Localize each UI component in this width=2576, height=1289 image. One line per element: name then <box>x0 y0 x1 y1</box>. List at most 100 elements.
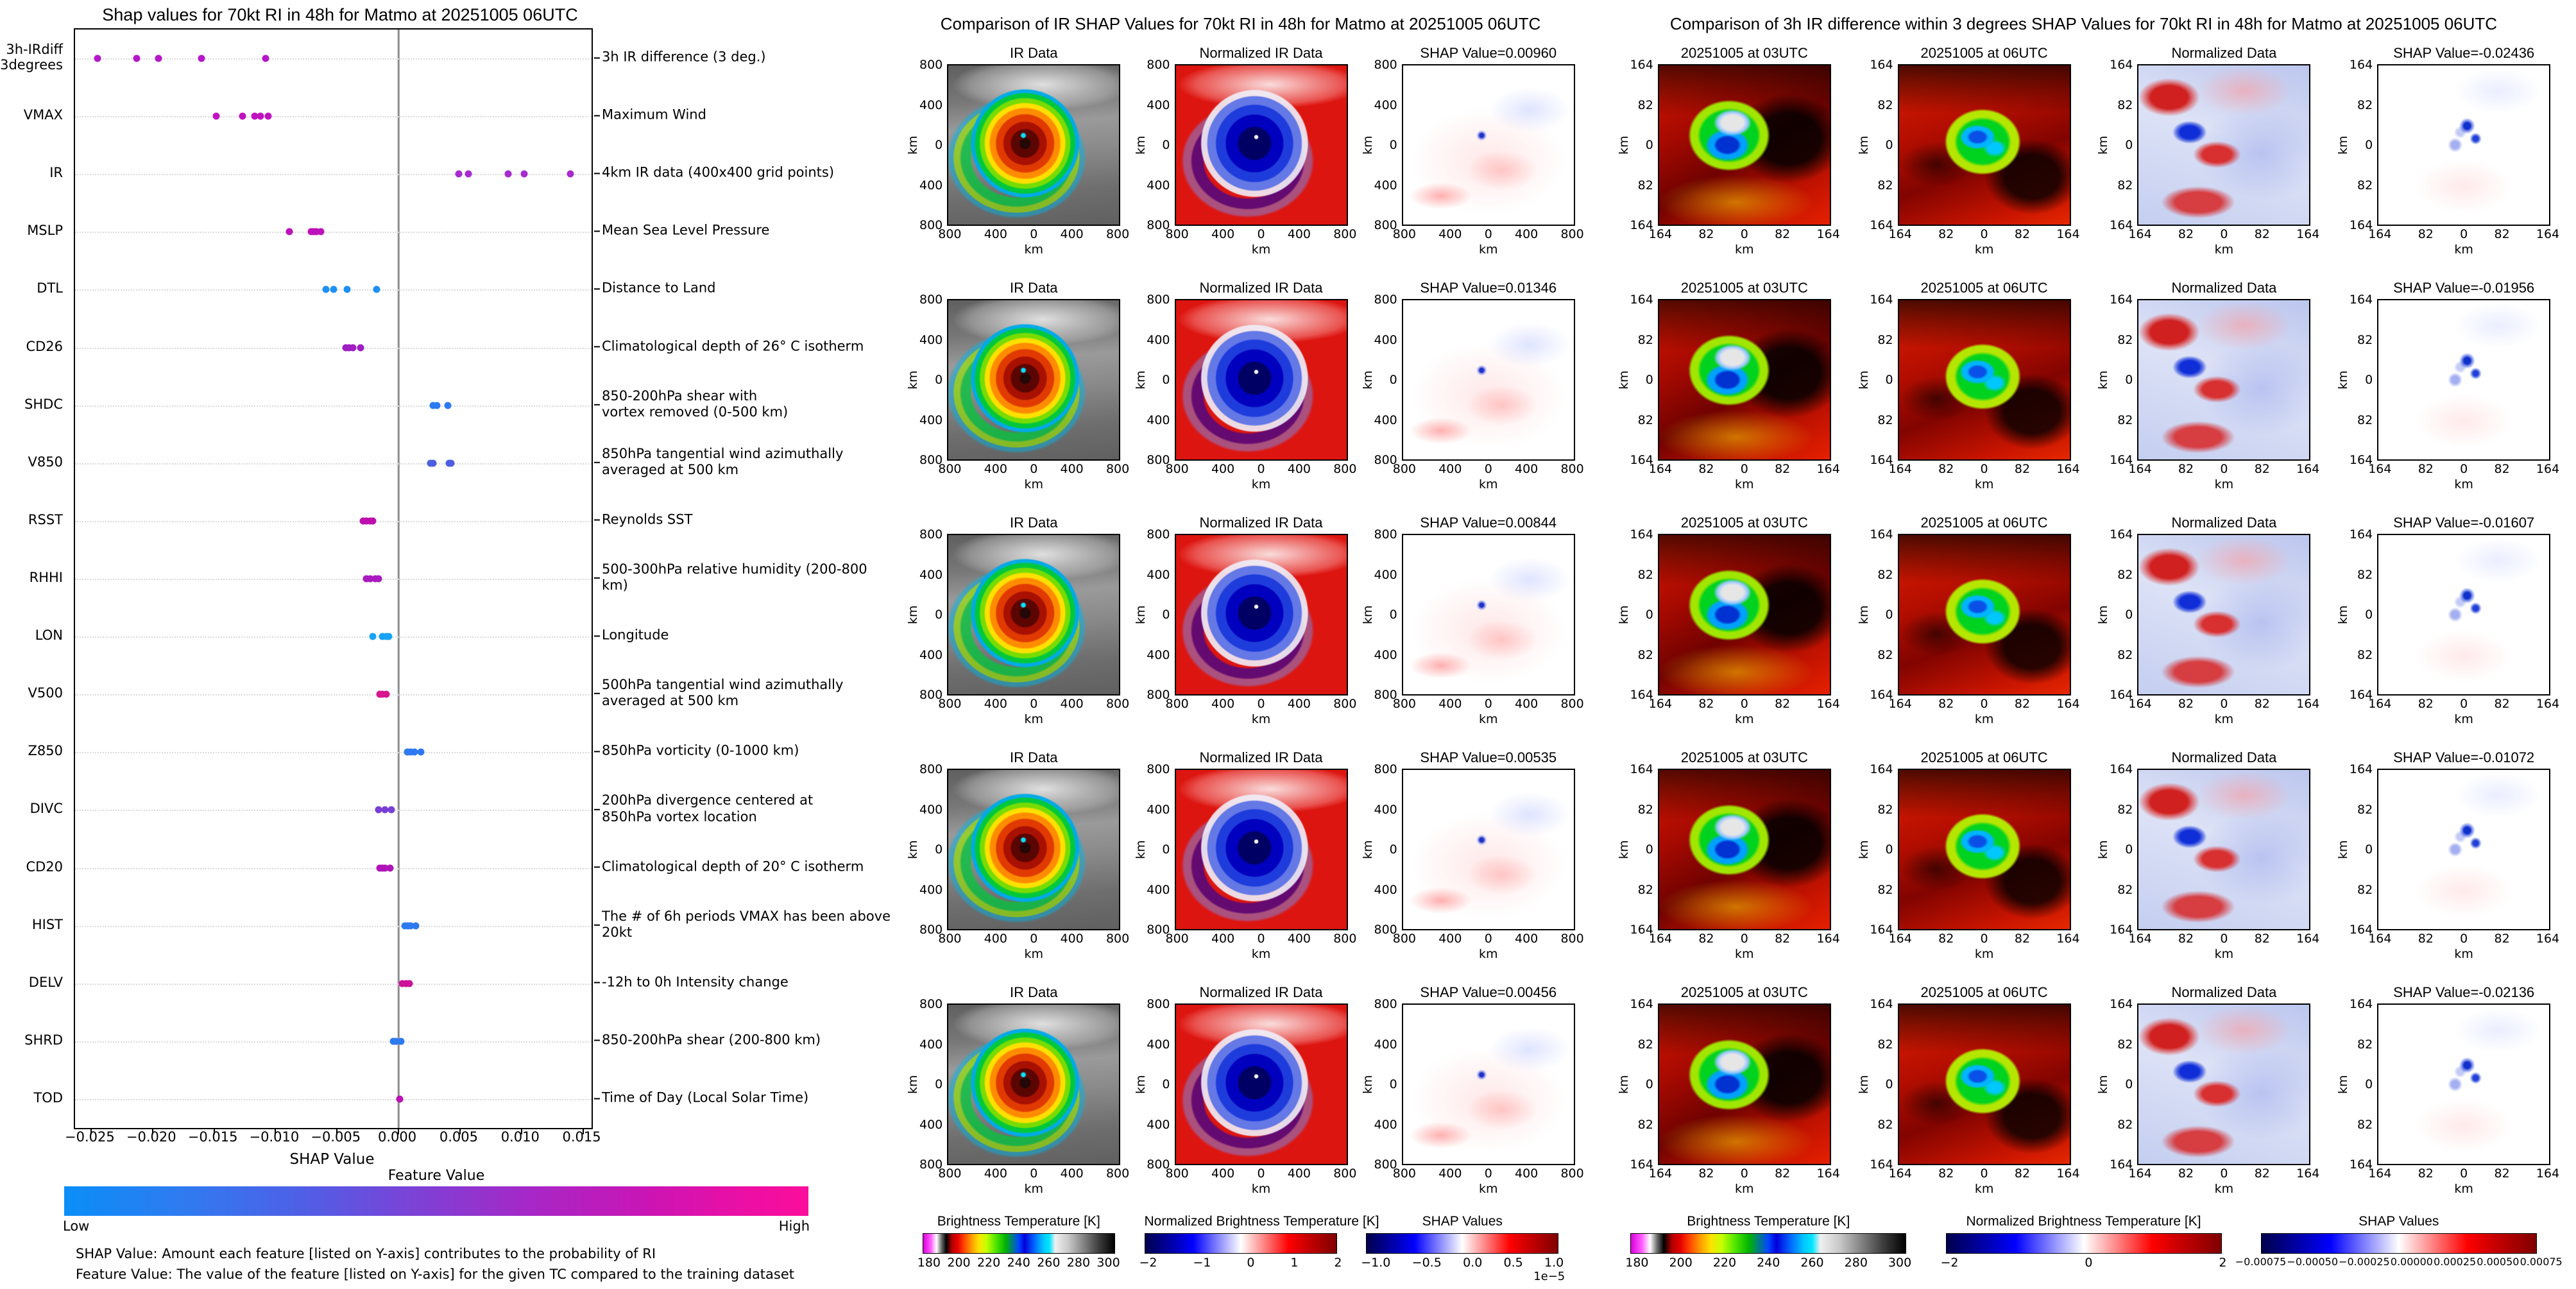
shap-point <box>407 748 414 756</box>
shap-value-title: SHAP Value=-0.02436 <box>2393 45 2535 61</box>
tick-label: 164 <box>2368 932 2392 946</box>
feature-tick-label: RHHI <box>29 569 63 585</box>
y-ticks: 164 82 0 82 164 <box>2109 527 2137 702</box>
tick-label: 400 <box>1438 932 1462 946</box>
x-ticks: 800 400 0 400 800 <box>1166 697 1357 712</box>
tick-label: 200 <box>947 1256 971 1270</box>
tick-label: 800 <box>919 762 943 776</box>
x-axis-label: km <box>2454 947 2473 961</box>
row-gridline <box>75 579 592 580</box>
feature-tick-label: CD26 <box>26 338 63 354</box>
tick-label: 400 <box>1287 227 1311 241</box>
tick-label: 0 <box>2125 1077 2133 1091</box>
x-axis-label: km <box>1024 243 1043 257</box>
y-axis-label: km <box>2096 1075 2111 1094</box>
normalized-bt-colorbar: Normalized Brightness Temperature [K] −2… <box>1941 1214 2227 1270</box>
y-ticks: 800 400 0 400 800 <box>1374 58 1402 232</box>
ir-06utc-image <box>1897 64 2071 226</box>
tick-label: 400 <box>1211 697 1235 711</box>
beeswarm-x-ticks: −0.025 −0.020 −0.015 −0.010 −0.005 0.000 0.005… <box>65 1129 601 1147</box>
tick-label: 164 <box>2110 453 2133 467</box>
tick-label: 164 <box>1870 527 1893 542</box>
tick-label: 800 <box>1374 1157 1397 1172</box>
tick-label: 0 <box>1980 462 1988 476</box>
tick-label: 82 <box>2418 1166 2434 1181</box>
y-axis-label: km <box>1133 370 1148 389</box>
plot-cell-normalized-ir: Normalized IR Data km 800 400 0 400 800 800 4… <box>1134 45 1357 257</box>
tick-label: 0 <box>1980 227 1988 241</box>
ir-row: IR Data km 800 400 0 400 800 800 400 0 400 800 k… <box>893 984 1588 1196</box>
tick-label: 164 <box>2349 58 2373 72</box>
feature-description: Climatological depth of 20° C isotherm <box>593 858 864 874</box>
tick-label: 164 <box>1630 527 1653 542</box>
tick-label: 164 <box>2349 293 2373 307</box>
feature-description: 850-200hPa shear (200-800 km) <box>593 1032 821 1048</box>
tick-label: 0 <box>1645 138 1653 152</box>
tick-label: 0 <box>1980 932 1988 946</box>
tick-label: 82 <box>2357 413 2373 427</box>
x-ticks: 164 82 0 82 164 <box>1649 1166 1840 1182</box>
plot-title: Normalized Data <box>2171 45 2277 61</box>
shap-point <box>401 922 409 930</box>
tick-label: 164 <box>2296 227 2320 241</box>
tick-label: 400 <box>1514 462 1539 476</box>
tick-label: 800 <box>1147 293 1170 307</box>
tick-label: 164 <box>1816 462 1840 476</box>
tick-label: 260 <box>1037 1256 1061 1270</box>
shap-point <box>379 690 386 698</box>
tick-label: 400 <box>1211 932 1235 946</box>
tick-label: 164 <box>2368 462 2392 476</box>
x-axis-label: km <box>1478 243 1498 257</box>
shap-point <box>405 980 413 987</box>
tick-label: 164 <box>1888 697 1912 711</box>
row-gridline <box>75 1098 592 1100</box>
tick-label: 200 <box>1669 1256 1693 1270</box>
tick-label: 164 <box>2536 227 2560 241</box>
plot-title: Normalized IR Data <box>1199 984 1323 1000</box>
normalized-ir-image <box>1174 769 1348 930</box>
plot-title: Normalized Data <box>2171 515 2277 531</box>
tick-label: 0 <box>1885 138 1893 152</box>
shap-point <box>429 459 437 467</box>
ir-satellite-image <box>947 64 1121 226</box>
x-tick-label: −0.015 <box>187 1129 238 1145</box>
tick-label: 400 <box>1211 462 1235 476</box>
y-axis-label: km <box>906 135 921 155</box>
tick-label: 400 <box>1374 647 1397 662</box>
row-gridline <box>75 405 592 407</box>
shap-point <box>342 344 350 352</box>
x-axis-label: km <box>1478 1182 1498 1196</box>
shap-point <box>312 228 320 235</box>
feature-tick-label: V850 <box>28 454 63 470</box>
tick-label: 800 <box>1147 762 1170 776</box>
y-ticks: 800 400 0 400 800 <box>1147 293 1175 467</box>
tick-label: 800 <box>1105 462 1130 476</box>
x-axis-label: km <box>1735 947 1754 961</box>
row-gridline <box>75 694 592 696</box>
x-ticks: 164 82 0 82 164 <box>1889 462 2080 477</box>
shap-point <box>262 55 269 62</box>
tick-label: 0 <box>935 842 943 857</box>
plot-cell-normalized: Normalized Data km 164 82 0 82 164 164 82 0 82 1… <box>2096 280 2319 491</box>
tick-label: 82 <box>2014 697 2031 711</box>
tick-label: 82 <box>2117 647 2133 662</box>
shap-point <box>407 922 414 930</box>
tick-label: 164 <box>2056 462 2080 476</box>
tick-label: 400 <box>984 227 1007 241</box>
y-axis-label: km <box>1360 1075 1375 1094</box>
shap-point <box>239 112 246 120</box>
tick-label: 400 <box>984 1166 1007 1181</box>
colorbar-ticks: −2 0 2 <box>1941 1256 2227 1270</box>
tick-label: 164 <box>1816 227 1840 241</box>
tick-label: 164 <box>1816 1166 1840 1181</box>
tick-label: 400 <box>1147 1037 1170 1052</box>
tick-label: 82 <box>1698 932 1714 946</box>
tick-label: 164 <box>1870 997 1893 1011</box>
tick-label: 800 <box>1392 1166 1417 1181</box>
shap-point <box>212 112 220 120</box>
y-axis-label: km <box>906 605 921 624</box>
tick-label: 164 <box>2349 997 2373 1011</box>
shap-value-title: SHAP Value=-0.01956 <box>2393 280 2535 296</box>
tick-label: 800 <box>1147 527 1170 542</box>
tick-label: 82 <box>2117 332 2133 347</box>
